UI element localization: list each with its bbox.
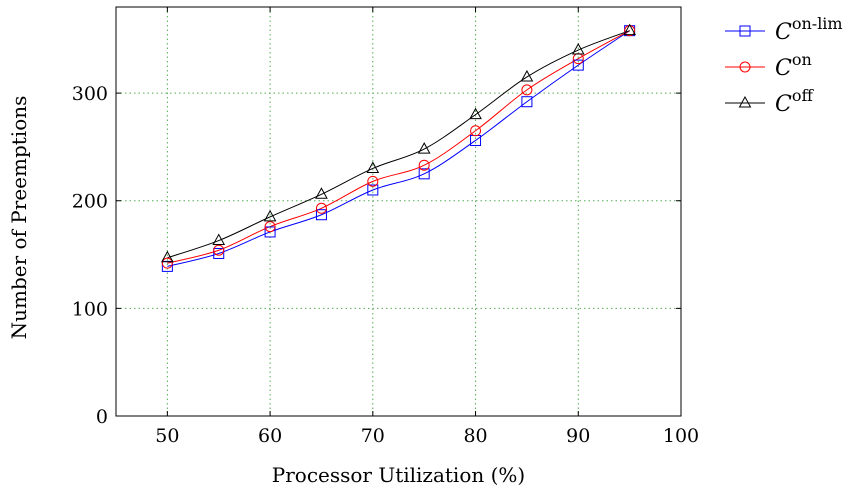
data-point-on-lim [315, 209, 327, 221]
legend-label-sup: on-lim [792, 14, 843, 33]
legend-label-sup: on [792, 50, 812, 69]
legend-marker [739, 25, 751, 37]
data-point-on [213, 244, 225, 256]
data-point-on-lim [521, 96, 533, 108]
data-point-off [571, 43, 585, 55]
data-point-on [161, 257, 173, 269]
legend-label: Coff [775, 86, 814, 117]
series-line-on [167, 30, 630, 264]
x-tick-label: 50 [155, 425, 179, 447]
y-tick-label: 0 [96, 406, 108, 428]
data-point-on-lim [213, 247, 225, 259]
y-tick-label: 300 [72, 83, 108, 105]
data-point-off [263, 209, 277, 222]
data-point-off [161, 250, 174, 263]
grid-lines [116, 7, 681, 416]
legend-label-base: C [775, 20, 792, 45]
x-tick-label: 100 [663, 425, 699, 447]
axis-ticks [116, 7, 682, 417]
y-tick-label: 100 [72, 298, 108, 320]
data-point-off [212, 233, 226, 246]
data-point-off [417, 142, 431, 154]
legend-label: Con [775, 50, 812, 81]
legend-marker [738, 95, 752, 108]
y-tick-label: 200 [72, 191, 108, 213]
data-point-on [367, 175, 379, 187]
x-tick-label: 90 [566, 425, 590, 447]
data-point-off [366, 161, 380, 173]
x-tick-label: 80 [463, 425, 487, 447]
x-tick-label: 70 [361, 425, 385, 447]
y-axis-title: Number of Preemptions [7, 96, 31, 340]
data-point-on [418, 159, 430, 171]
data-point-off [469, 107, 482, 120]
legend-item-on: Con [725, 50, 812, 81]
data-point-off [623, 23, 636, 36]
data-point-off [315, 187, 328, 199]
data-point-on [470, 125, 482, 137]
legend-item-off: Coff [725, 86, 814, 117]
plot-frame [115, 6, 682, 417]
series-line-off [167, 30, 630, 259]
data-point-on [264, 221, 276, 233]
legend-label: Con-lim [775, 14, 843, 45]
legend-item-on-lim: Con-lim [725, 14, 843, 45]
legend-label-sup: off [792, 86, 815, 105]
x-axis-title: Processor Utilization (%) [272, 463, 525, 487]
series-lines [167, 30, 630, 267]
x-tick-label: 60 [258, 425, 282, 447]
data-point-on-lim [367, 184, 379, 196]
series-markers [161, 23, 636, 272]
tick-labels: 50 60 70 80 90 100 0 100 200 300 [72, 83, 699, 447]
legend-label-base: C [775, 92, 792, 117]
data-point-on-lim [572, 59, 584, 71]
data-point-on [521, 84, 533, 96]
legend-marker [739, 61, 751, 73]
data-point-on [315, 202, 327, 214]
data-point-on-lim [418, 168, 430, 180]
series-line-on-lim [167, 30, 630, 267]
data-point-on-lim [264, 226, 276, 238]
data-point-off [520, 69, 534, 82]
legend-label-base: C [775, 56, 792, 81]
